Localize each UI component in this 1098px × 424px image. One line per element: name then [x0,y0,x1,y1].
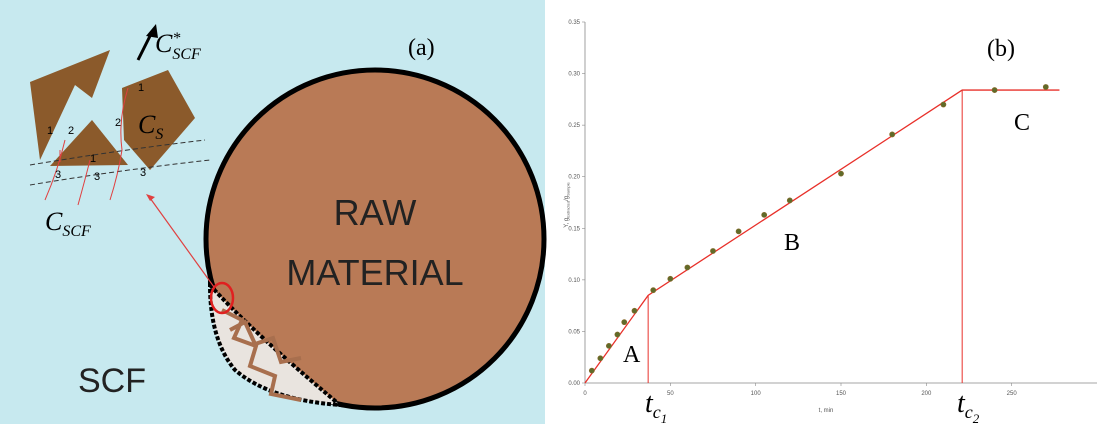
panel-b: 0.00 0.05 0.10 0.15 0.20 0.25 0.30 0.35 0 50 100 15… [564,20,1097,424]
c-sub: SCF [172,46,201,63]
step-label: 1 [138,82,144,94]
x-tick-label: 0 [583,391,587,397]
y-axis-label: Y, gExtracted/gSample [564,182,571,228]
data-point [941,102,946,107]
breakpoint-label: tc2 [957,388,980,424]
y-tick-label: 0.20 [568,175,580,181]
step-label: 1 [47,125,53,137]
annotation: (b) [987,36,1015,62]
x-tick-label: 150 [836,391,847,397]
y-tick-label: 0.05 [568,329,580,335]
data-point [736,229,741,234]
c-base: C [155,29,173,58]
data-point [838,171,843,176]
data-point [606,343,611,348]
data-point [615,332,620,337]
x-tick-label: 50 [667,391,674,397]
x-tick-label: 200 [921,391,932,397]
data-point [890,132,895,137]
panel-label: (a) [408,35,435,61]
y-tick-label: 0.10 [568,278,580,284]
c-sub: SCF [62,223,91,240]
y-label-part: Sample [566,182,571,196]
c-base: C [138,110,156,139]
step-label: 1 [90,153,96,165]
y-tick-label: 0.30 [568,72,580,78]
data-point [762,212,767,217]
figure: (a) RAW MATERIAL SCF C*SCF CS CSCF 12121… [0,0,1098,424]
y-tick-label: 0.25 [568,123,580,129]
annotation: A [623,342,641,368]
data-point [710,248,715,253]
data-point [589,368,594,373]
raw-label: MATERIAL [286,252,463,293]
data-point [1043,84,1048,89]
data-point [651,288,656,293]
step-label: 3 [140,167,146,179]
breakpoint-label: tc1 [645,388,667,424]
y-tick-label: 0.35 [568,20,580,26]
data-point [992,87,997,92]
c-sub: S [155,126,163,143]
data-point [787,198,792,203]
y-tick-label: 0.15 [568,226,580,232]
x-axis-label: t, min [819,408,834,414]
data-point [598,356,603,361]
label-subsub: 2 [973,411,980,424]
label-subsub: 1 [661,411,668,424]
c-base: C [45,207,63,236]
y-label-part: Y, g [564,218,570,228]
c-sup: * [172,30,180,47]
label-sub: c [653,402,661,422]
data-point [668,276,673,281]
label-sub: c [965,402,973,422]
page: (a) RAW MATERIAL SCF C*SCF CS CSCF 12121… [0,0,1098,424]
medium-label: SCF [78,362,146,400]
y-tick-label: 0.00 [568,381,580,387]
data-point [685,265,690,270]
annotation: B [784,230,800,256]
step-label: 2 [115,117,121,129]
data-point [632,308,637,313]
annotation: C [1014,110,1030,136]
fit-line [585,90,1059,383]
raw-label: RAW [334,192,417,233]
y-label-part: Extracted [566,201,571,218]
x-tick-label: 250 [1007,391,1018,397]
step-label: 2 [68,125,74,137]
step-label: 3 [55,169,61,181]
data-point [622,320,627,325]
x-tick-label: 100 [751,391,762,397]
step-label: 3 [94,171,100,183]
